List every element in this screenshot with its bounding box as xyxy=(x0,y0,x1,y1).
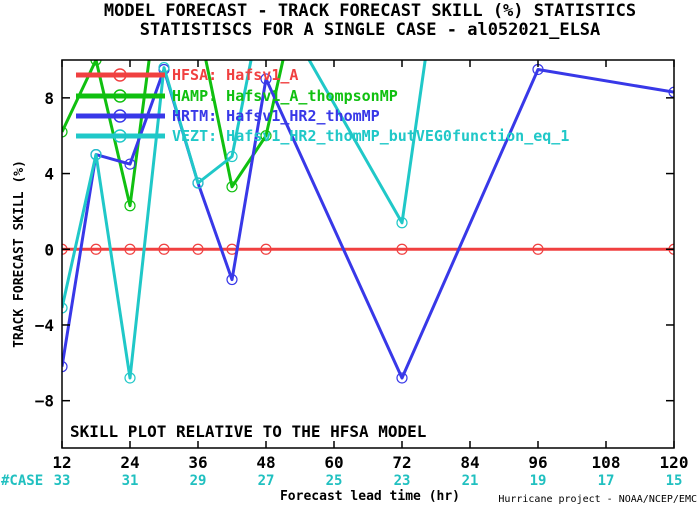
x-tick-label: 60 xyxy=(324,453,343,472)
y-tick-label: −4 xyxy=(35,316,54,335)
data-point xyxy=(124,158,136,170)
x-tick-label: 24 xyxy=(120,453,139,472)
data-point xyxy=(396,372,408,384)
data-point xyxy=(90,149,102,161)
data-point xyxy=(260,130,272,142)
data-point xyxy=(226,273,238,286)
chart-title: MODEL FORECAST - TRACK FORECAST SKILL (%… xyxy=(104,1,636,21)
series-line xyxy=(62,60,427,380)
legend: HFSA: Hafsv1_A HAMP: Hafsv1_A_thompsonMP H… xyxy=(76,66,569,145)
case-count: 31 xyxy=(122,473,139,489)
legend-label: HRTM: Hafsv1_HR2_thomMP xyxy=(172,107,380,125)
legend-marker xyxy=(113,68,127,82)
chart-subtitle: STATISTISCS FOR A SINGLE CASE - al052021… xyxy=(140,20,601,40)
data-point xyxy=(62,126,68,138)
x-tick-label: 48 xyxy=(256,453,275,472)
legend-marker xyxy=(113,129,127,143)
data-point xyxy=(124,372,136,384)
series-3 xyxy=(62,60,427,384)
legend-marker xyxy=(113,89,127,103)
plot-frame xyxy=(61,59,675,449)
case-count: 21 xyxy=(462,473,479,489)
data-point xyxy=(226,181,238,193)
legend-label: HFSA: Hafsv1_A xyxy=(172,66,298,84)
case-count-row: 33 31 29 27 25 23 21 19 17 15 xyxy=(54,473,683,489)
x-axis: 12 24 36 48 60 72 84 96 108 120 xyxy=(52,60,688,472)
data-point xyxy=(62,302,68,314)
data-point xyxy=(158,243,170,255)
legend-marker xyxy=(113,109,127,123)
series-line xyxy=(62,68,674,380)
data-point xyxy=(532,243,544,255)
x-tick-label: 72 xyxy=(392,453,411,472)
x-tick-label: 108 xyxy=(592,453,621,472)
case-count: 23 xyxy=(394,473,411,489)
case-count: 19 xyxy=(530,473,547,489)
data-point xyxy=(124,200,136,212)
case-count: 15 xyxy=(666,473,683,489)
data-point xyxy=(396,243,408,255)
y-tick-label: 8 xyxy=(44,89,54,108)
case-count: 27 xyxy=(258,473,275,489)
x-tick-label: 120 xyxy=(660,453,689,472)
data-point xyxy=(260,243,272,255)
legend-label: HAMP: Hafsv1_A_thompsonMP xyxy=(172,87,398,105)
series-0 xyxy=(62,243,674,255)
data-point xyxy=(90,60,102,66)
data-point xyxy=(124,243,136,255)
data-point xyxy=(62,361,68,373)
x-tick-label: 84 xyxy=(460,453,479,472)
case-count: 17 xyxy=(598,473,615,489)
data-point xyxy=(192,243,204,255)
case-count: 33 xyxy=(54,473,71,489)
skill-annotation: SKILL PLOT RELATIVE TO THE HFSA MODEL xyxy=(70,422,426,441)
data-point xyxy=(226,150,238,163)
x-tick-label: 36 xyxy=(188,453,207,472)
data-point xyxy=(90,243,102,255)
case-label: #CASE xyxy=(1,473,43,489)
series-line xyxy=(62,60,285,208)
y-tick-label: −8 xyxy=(35,392,54,411)
data-point xyxy=(260,73,272,85)
data-point xyxy=(668,86,674,98)
data-point xyxy=(192,177,204,189)
x-tick-label: 12 xyxy=(52,453,71,472)
y-axis-title: TRACK FORECAST SKILL (%) xyxy=(12,160,27,348)
legend-label: VEZT: Hafsv1_HR2_thomMP_butVEG0function_… xyxy=(172,127,569,145)
y-tick-label: 0 xyxy=(44,240,54,259)
x-tick-label: 96 xyxy=(528,453,547,472)
data-point xyxy=(396,217,408,229)
case-count: 25 xyxy=(326,473,343,489)
y-axis: −8 −4 0 4 8 xyxy=(35,89,674,411)
series-1 xyxy=(62,60,285,212)
series-layer xyxy=(62,60,674,384)
x-axis-title: Forecast lead time (hr) xyxy=(280,489,460,504)
credit-text: Hurricane project - NOAA/NCEP/EMC xyxy=(498,494,697,505)
y-tick-label: 4 xyxy=(44,165,54,184)
case-count: 29 xyxy=(190,473,207,489)
